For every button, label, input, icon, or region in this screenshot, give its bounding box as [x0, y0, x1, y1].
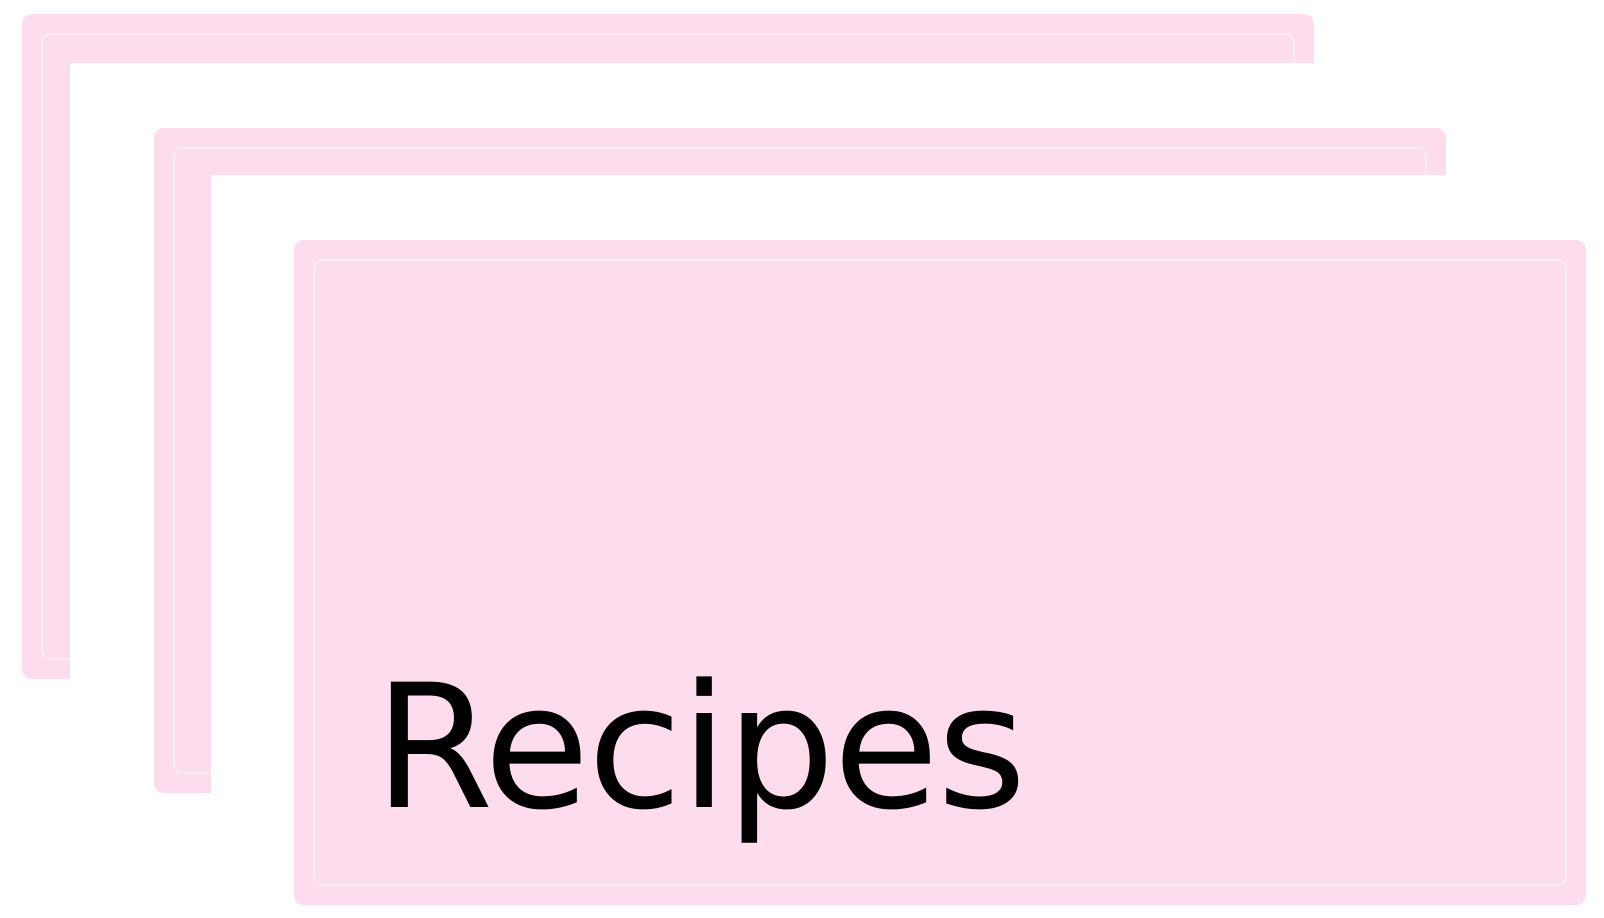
front-recipe-card[interactable]: Recipes — [294, 240, 1586, 905]
card-title: Recipes — [374, 647, 1027, 848]
